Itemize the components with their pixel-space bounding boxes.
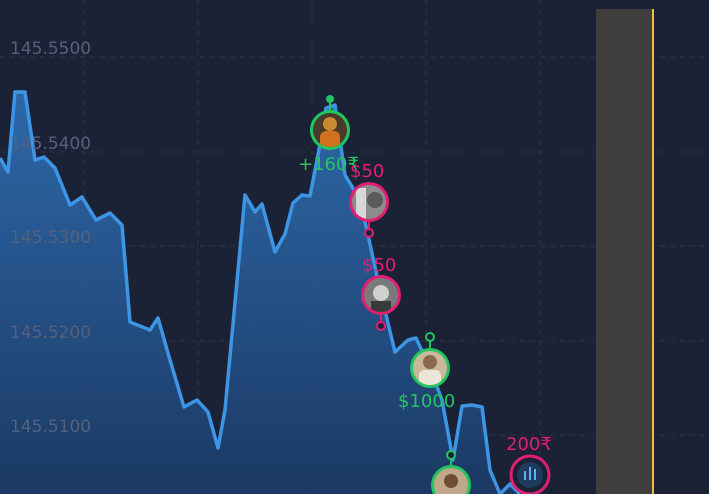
price-label: 145.5400 (10, 134, 91, 154)
y-axis-labels: 145.5500 145.5400 145.5300 145.5200 145.… (10, 39, 91, 437)
trade-marker-win[interactable] (310, 95, 350, 150)
trade-marker-win[interactable] (410, 332, 450, 388)
trade-marker-loss[interactable] (509, 454, 551, 494)
trade-marker-loss[interactable] (361, 275, 401, 331)
price-label: 145.5500 (10, 39, 91, 59)
trade-amount-label: $50 (362, 255, 396, 276)
trader-avatar (434, 468, 468, 494)
trade-marker-loss[interactable] (349, 182, 389, 238)
price-label: 145.5200 (10, 323, 91, 343)
trade-amount-label: $50 (350, 161, 384, 182)
expiry-zone (596, 9, 653, 494)
trade-profit-label: +160₹ (298, 154, 359, 175)
trader-avatar (413, 351, 447, 385)
trade-amount-label: $1000 (398, 391, 455, 412)
trade-marker-win[interactable] (431, 450, 471, 494)
trader-avatar (352, 185, 386, 219)
price-label: 145.5100 (10, 417, 91, 437)
trader-avatar (364, 278, 398, 312)
price-line (0, 90, 522, 494)
trade-amount-label: 200₹ (506, 434, 552, 455)
price-area (0, 92, 520, 494)
trader-avatar (313, 113, 347, 147)
price-label: 145.5300 (10, 228, 91, 248)
